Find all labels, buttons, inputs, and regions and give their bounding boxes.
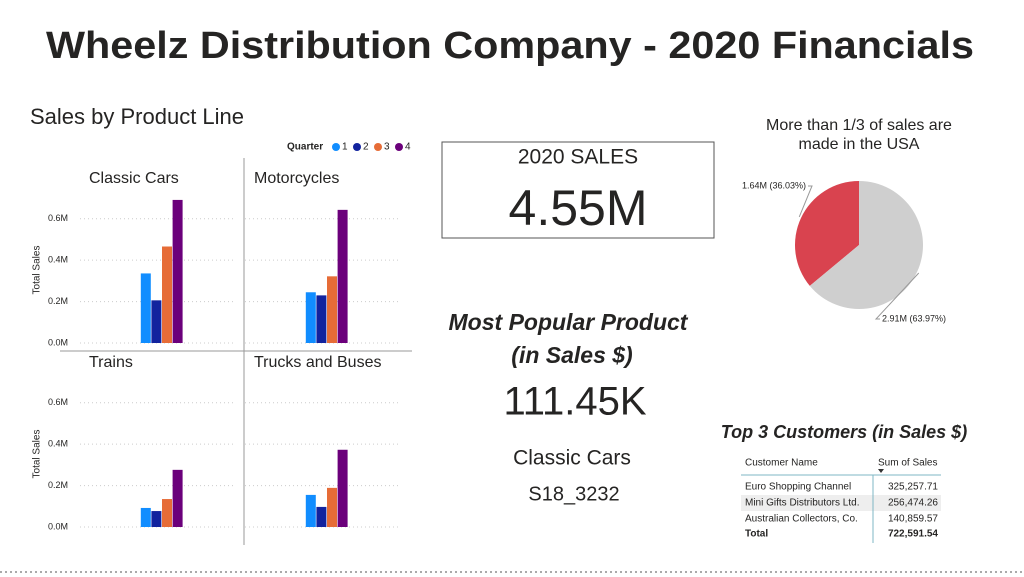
bar (162, 499, 172, 527)
chart-title: Sales by Product Line (30, 104, 244, 129)
page-title: Wheelz Distribution Company - 2020 Finan… (46, 25, 974, 67)
cell: Euro Shopping Channel (745, 482, 851, 493)
bar (172, 199, 183, 343)
pie-slice (809, 181, 923, 309)
legend-label: 4 (405, 142, 411, 153)
bar (327, 276, 337, 343)
bar (172, 469, 183, 527)
kpi-card (441, 141, 715, 239)
y-tick-label: 0.6M (48, 213, 68, 223)
leader-line (874, 272, 920, 320)
popular-title: Most Popular Product (449, 309, 689, 335)
bar (316, 295, 327, 343)
bar (337, 209, 348, 343)
bar (305, 494, 316, 527)
y-tick-label: 0.6M (48, 397, 68, 407)
popular-code: S18_3232 (528, 483, 619, 505)
chart-title: made in the USA (799, 136, 920, 153)
y-axis-label: Total Sales (32, 246, 43, 295)
legend-title: Quarter (287, 142, 323, 153)
chart-title: More than 1/3 of sales are (766, 117, 952, 134)
y-tick-label: 0.2M (48, 296, 68, 306)
panel-title: Classic Cars (89, 170, 179, 187)
popular-title: (in Sales $) (511, 342, 632, 368)
legend-label: 3 (384, 142, 390, 153)
sort-icon (878, 469, 884, 473)
column-header: Customer Name (745, 458, 818, 469)
legend-swatch (374, 143, 382, 151)
panel-title: Motorcycles (254, 170, 339, 187)
row-shade (741, 495, 941, 511)
y-tick-label: 0.0M (48, 521, 68, 531)
y-tick-label: 0.2M (48, 480, 68, 490)
bar (337, 449, 348, 527)
panel-title: Trains (89, 354, 133, 371)
cell: Australian Collectors, Co. (745, 514, 858, 525)
y-tick-label: 0.4M (48, 255, 68, 265)
kpi-value: 4.55M (509, 180, 648, 236)
total-cell: Total (745, 529, 768, 540)
bar (140, 507, 151, 527)
total-cell: 722,591.54 (888, 529, 938, 540)
bar (316, 506, 327, 527)
legend-swatch (353, 143, 361, 151)
legend-swatch (395, 143, 403, 151)
cell: 256,474.26 (888, 498, 938, 509)
bar (305, 292, 316, 343)
popular-value: 111.45K (503, 380, 646, 424)
leader-line (798, 185, 813, 218)
bar (162, 246, 172, 343)
cell: 140,859.57 (888, 514, 938, 525)
panel-title: Trucks and Buses (254, 354, 381, 371)
bar (327, 487, 337, 527)
y-tick-label: 0.0M (48, 337, 68, 347)
y-tick-label: 0.4M (48, 439, 68, 449)
bar (151, 511, 162, 527)
pie-label: 1.64M (36.03%) (742, 180, 806, 190)
column-header: Sum of Sales (878, 458, 937, 469)
legend-label: 1 (342, 142, 348, 153)
y-axis-label: Total Sales (32, 430, 43, 479)
legend-label: 2 (363, 142, 369, 153)
table-title: Top 3 Customers (in Sales $) (721, 422, 967, 442)
cell: Mini Gifts Distributors Ltd. (745, 498, 859, 509)
cell: 325,257.71 (888, 482, 938, 493)
legend-swatch (332, 143, 340, 151)
kpi-label: 2020 SALES (518, 146, 638, 169)
bar (140, 273, 151, 343)
bar (151, 300, 162, 343)
pie-label: 2.91M (63.97%) (882, 313, 946, 323)
popular-product: Classic Cars (513, 447, 631, 470)
pie-slice (795, 181, 859, 286)
